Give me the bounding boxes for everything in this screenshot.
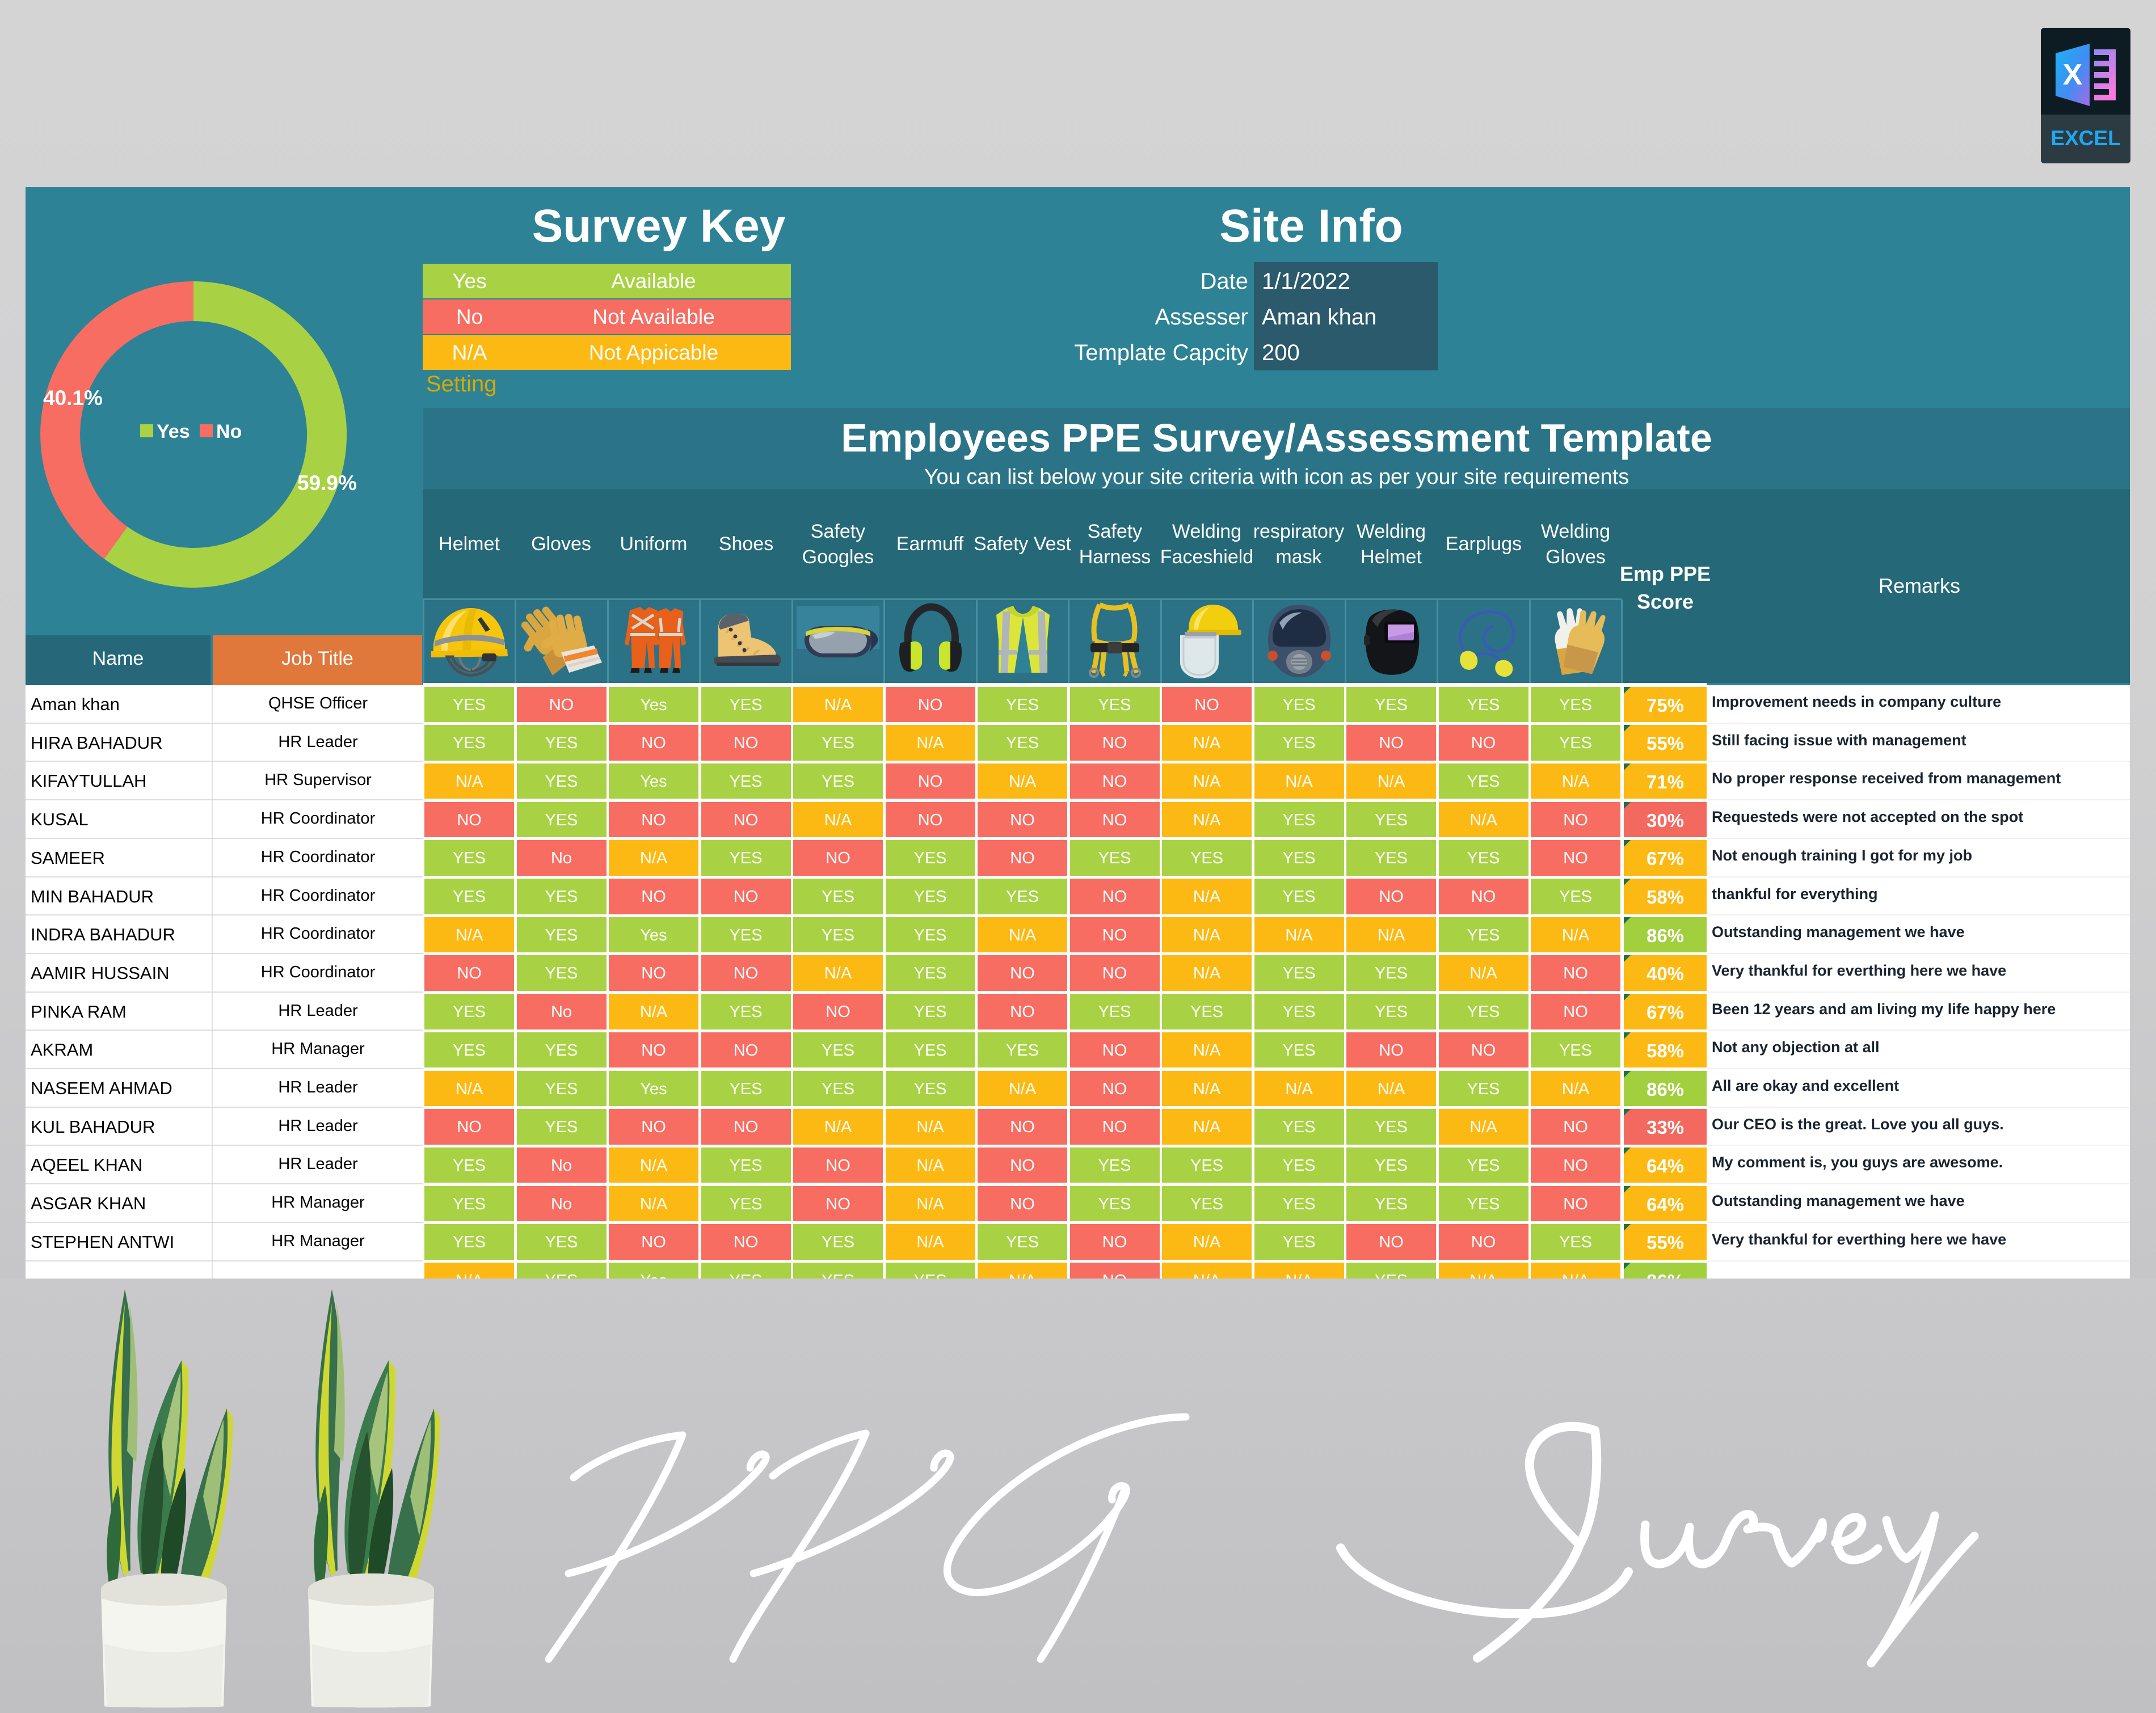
svg-text:X: X	[2063, 58, 2083, 91]
